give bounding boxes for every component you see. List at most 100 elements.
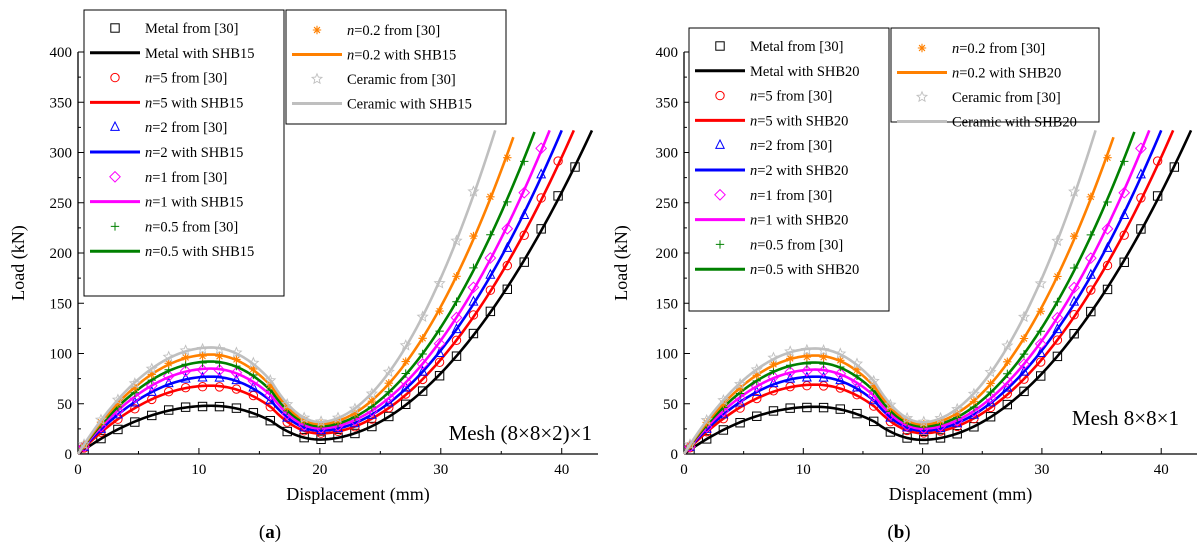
chart-b-point-n2-21 [1035, 347, 1046, 358]
chart-a-point-n5-26 [519, 230, 529, 240]
chart-a-left-legend-marker-6 [109, 170, 121, 183]
chart-a-point-ceramic-15 [331, 411, 345, 424]
chart-a-point-ceramic-10 [247, 356, 260, 369]
chart-b-point-metal-9 [835, 404, 845, 414]
chart-b-point-n02-25 [1103, 153, 1112, 162]
chart-a-y-tick-label-4: 200 [50, 246, 73, 262]
chart-a-point-metal-27 [536, 224, 546, 234]
chart-a-left-legend-label-2: n=5 from [30] [145, 71, 227, 87]
chart-b-point-n02-24 [1086, 192, 1096, 202]
chart-a-point-n5-7 [197, 382, 208, 392]
chart-b-y-tick-label-2: 100 [656, 347, 679, 363]
chart-b-point-metal-23 [1069, 329, 1079, 339]
chart-b-left-legend-marker-4 [714, 138, 726, 149]
chart-b-point-n5-25 [1102, 260, 1113, 271]
chart-b-point-n1-7 [800, 364, 813, 377]
chart-a-x-tick-label-4: 40 [554, 462, 569, 478]
chart-b-point-n2-19 [1002, 381, 1013, 392]
chart-a-point-ceramic-9 [230, 346, 243, 358]
chart-b-point-n02-2 [719, 399, 728, 409]
chart-a-y-tick-label-1: 50 [57, 397, 72, 413]
chart-a-point-ceramic-19 [399, 339, 412, 351]
chart-b-point-metal-27 [1136, 224, 1146, 234]
chart-a-point-metal-20 [417, 386, 428, 396]
chart-a-point-n02-5 [164, 359, 173, 368]
chart-a-point-ceramic-3 [128, 377, 141, 389]
chart-a-right-legend-label-3: Ceramic with SHB15 [347, 97, 472, 113]
chart-a-series-line-n05 [76, 131, 536, 455]
chart-a-left-legend-label-9: n=0.5 with SHB15 [145, 244, 254, 260]
chart-b-point-ceramic-13 [901, 411, 914, 424]
chart-a-point-n2-7 [197, 371, 208, 382]
chart-b-point-n2-10 [851, 381, 862, 392]
chart-a-point-n2-8 [214, 371, 225, 382]
chart-b-point-n2-23 [1069, 295, 1080, 306]
chart-a-point-metal-8 [214, 401, 225, 412]
chart-a-series-ceramic [76, 129, 497, 455]
chart-b-y-axis-label: Load (kN) [611, 225, 632, 300]
chart-a-series-line-n5 [77, 129, 575, 455]
chart-a-point-ceramic-22 [450, 234, 463, 246]
chart-b-point-n2-4 [751, 385, 762, 396]
chart-b-point-n1-21 [1034, 338, 1047, 350]
chart-b-point-n1-9 [834, 367, 847, 380]
chart-a-point-n2-20 [417, 365, 428, 376]
chart-a-point-metal-7 [197, 401, 208, 412]
chart-b-left-legend-label-8: n=0.5 from [30] [750, 237, 843, 253]
chart-a-point-n02-21 [435, 306, 444, 316]
chart-b-point-ceramic-19 [1001, 339, 1014, 351]
chart-a-point-metal-10 [248, 408, 259, 418]
chart-a-point-n5-5 [163, 387, 174, 397]
chart-a-point-n02-3 [130, 383, 140, 393]
chart-a-point-n1-5 [162, 370, 175, 383]
chart-a-series-metal [77, 129, 594, 456]
chart-b-point-metal-28 [1152, 191, 1163, 201]
chart-b-point-n05-20 [1019, 349, 1029, 359]
chart-a-point-n1-24 [484, 252, 497, 264]
chart-b-point-metal-19 [1002, 399, 1013, 410]
chart-a-point-n2-23 [468, 295, 479, 306]
chart-a-x-tick-label-3: 30 [433, 462, 448, 478]
chart-a-point-metal-21 [434, 371, 445, 381]
chart-a-point-n5-23 [468, 310, 479, 320]
chart-b-point-n1-27 [1135, 142, 1147, 155]
chart-b-point-ceramic-17 [967, 387, 980, 400]
chart-b-right-legend-label-3: Ceramic with SHB20 [952, 115, 1077, 131]
chart-b-point-metal-12 [885, 427, 896, 437]
chart-b-right-legend-marker-2 [915, 90, 929, 103]
chart-a-panel-label: (a) [259, 522, 281, 543]
chart-a-point-n05-25 [503, 197, 512, 207]
chart-b-x-tick-label-2: 20 [915, 462, 930, 478]
chart-a-point-n1-23 [467, 281, 480, 294]
chart-b-series-ceramic [682, 130, 1097, 455]
chart-a-series-n1 [76, 129, 551, 455]
chart-a-point-n1-7 [196, 363, 209, 376]
chart-a-point-n5-9 [231, 384, 242, 394]
chart-b-point-metal-25 [1102, 284, 1113, 295]
chart-b-mesh-annotation: Mesh 8×8×1 [1072, 406, 1179, 430]
chart-a-point-ceramic-5 [162, 350, 175, 363]
chart-a-right-legend-label-1: n=0.2 with SHB15 [347, 48, 456, 64]
chart-a-point-ceramic-21 [433, 277, 446, 289]
chart-b-right-legend-marker-0 [917, 43, 927, 53]
chart-a-series-line-n1 [76, 129, 551, 455]
chart-a-point-metal-4 [147, 410, 157, 421]
chart-b-point-n2-9 [835, 374, 846, 385]
chart-b-left-legend-label-7: n=1 with SHB20 [750, 213, 848, 229]
chart-b-point-n02-9 [836, 356, 845, 365]
chart-a-point-metal-11 [265, 415, 275, 426]
chart-b-point-n05-24 [1086, 230, 1096, 240]
chart-b-left-legend-label-4: n=2 from [30] [750, 138, 832, 154]
chart-b-point-n2-8 [818, 371, 829, 382]
chart-b-right-legend-label-2: Ceramic from [30] [952, 90, 1061, 106]
chart-a-point-n2-5 [163, 377, 174, 388]
chart-b-point-n1-5 [767, 371, 780, 383]
chart-a-point-n2-22 [451, 323, 462, 334]
chart-b-point-ceramic-9 [834, 347, 847, 359]
chart-b-legend-box-right [890, 27, 1100, 123]
chart-b-y-tick-label-4: 200 [656, 246, 679, 262]
chart-a-point-n2-25 [502, 241, 513, 252]
chart-a-point-n02-11 [266, 381, 275, 390]
chart-b-point-ceramic-20 [1017, 310, 1031, 323]
chart-b-point-metal-15 [935, 433, 946, 443]
